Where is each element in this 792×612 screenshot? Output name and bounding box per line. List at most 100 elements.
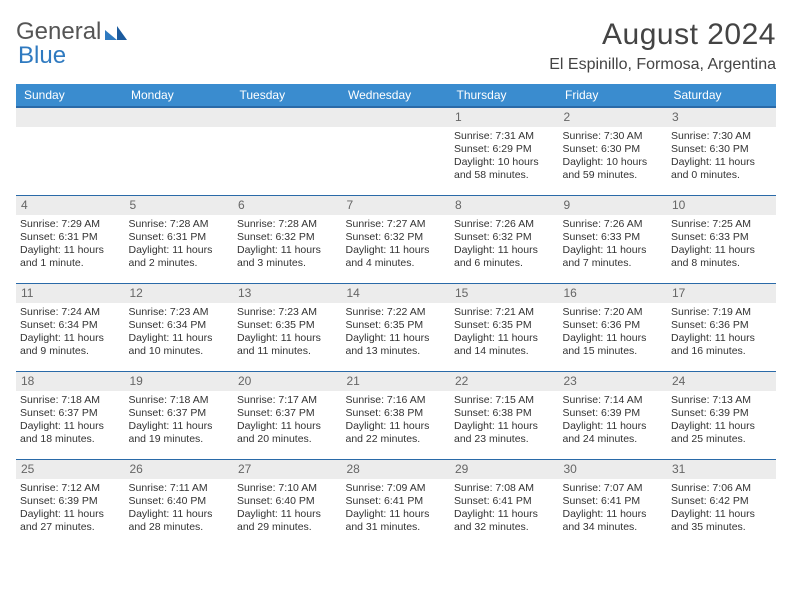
day-number [16, 108, 125, 127]
cell-line: Sunset: 6:39 PM [671, 407, 772, 420]
calendar-cell: 10Sunrise: 7:25 AMSunset: 6:33 PMDayligh… [667, 196, 776, 284]
weekday-header: Thursday [450, 84, 559, 107]
day-number: 18 [16, 372, 125, 391]
cell-line: Sunset: 6:33 PM [671, 231, 772, 244]
cell-line: Sunrise: 7:21 AM [454, 306, 555, 319]
day-number: 6 [233, 196, 342, 215]
cell-line: Sunrise: 7:28 AM [129, 218, 230, 231]
cell-line: Sunrise: 7:11 AM [129, 482, 230, 495]
day-number: 26 [125, 460, 234, 479]
cell-body: Sunrise: 7:31 AMSunset: 6:29 PMDaylight:… [450, 127, 559, 195]
cell-line: Sunset: 6:32 PM [346, 231, 447, 244]
cell-body [125, 127, 234, 195]
calendar-cell: 19Sunrise: 7:18 AMSunset: 6:37 PMDayligh… [125, 372, 234, 460]
calendar-cell: 27Sunrise: 7:10 AMSunset: 6:40 PMDayligh… [233, 460, 342, 548]
calendar-cell: 23Sunrise: 7:14 AMSunset: 6:39 PMDayligh… [559, 372, 668, 460]
day-number [125, 108, 234, 127]
calendar-cell: 26Sunrise: 7:11 AMSunset: 6:40 PMDayligh… [125, 460, 234, 548]
cell-line: Sunset: 6:35 PM [454, 319, 555, 332]
cell-line: Sunrise: 7:28 AM [237, 218, 338, 231]
month-title: August 2024 [549, 18, 776, 52]
day-number: 21 [342, 372, 451, 391]
cell-line: Sunset: 6:35 PM [237, 319, 338, 332]
cell-line: Daylight: 11 hours [129, 332, 230, 345]
day-number: 7 [342, 196, 451, 215]
cell-body: Sunrise: 7:21 AMSunset: 6:35 PMDaylight:… [450, 303, 559, 371]
cell-body: Sunrise: 7:28 AMSunset: 6:32 PMDaylight:… [233, 215, 342, 283]
cell-line: Daylight: 11 hours [129, 420, 230, 433]
day-number: 11 [16, 284, 125, 303]
day-number: 28 [342, 460, 451, 479]
cell-body: Sunrise: 7:23 AMSunset: 6:34 PMDaylight:… [125, 303, 234, 371]
cell-body: Sunrise: 7:26 AMSunset: 6:33 PMDaylight:… [559, 215, 668, 283]
cell-body: Sunrise: 7:27 AMSunset: 6:32 PMDaylight:… [342, 215, 451, 283]
cell-body: Sunrise: 7:09 AMSunset: 6:41 PMDaylight:… [342, 479, 451, 547]
cell-line: and 16 minutes. [671, 345, 772, 358]
cell-line: and 35 minutes. [671, 521, 772, 534]
cell-line: Sunset: 6:34 PM [129, 319, 230, 332]
cell-line: Sunrise: 7:30 AM [563, 130, 664, 143]
calendar-week-row: 1Sunrise: 7:31 AMSunset: 6:29 PMDaylight… [16, 107, 776, 196]
day-number: 9 [559, 196, 668, 215]
cell-line: Daylight: 11 hours [129, 244, 230, 257]
calendar-cell: 13Sunrise: 7:23 AMSunset: 6:35 PMDayligh… [233, 284, 342, 372]
cell-line: Sunrise: 7:08 AM [454, 482, 555, 495]
cell-body: Sunrise: 7:23 AMSunset: 6:35 PMDaylight:… [233, 303, 342, 371]
cell-line: and 22 minutes. [346, 433, 447, 446]
cell-body: Sunrise: 7:11 AMSunset: 6:40 PMDaylight:… [125, 479, 234, 547]
cell-line: Sunset: 6:36 PM [563, 319, 664, 332]
cell-line: Daylight: 11 hours [454, 420, 555, 433]
cell-line: Sunrise: 7:07 AM [563, 482, 664, 495]
cell-line: and 58 minutes. [454, 169, 555, 182]
cell-line: Sunset: 6:37 PM [237, 407, 338, 420]
cell-line: Sunset: 6:42 PM [671, 495, 772, 508]
day-number: 27 [233, 460, 342, 479]
cell-line: Sunset: 6:35 PM [346, 319, 447, 332]
cell-line: and 34 minutes. [563, 521, 664, 534]
cell-line: and 18 minutes. [20, 433, 121, 446]
cell-line: and 14 minutes. [454, 345, 555, 358]
cell-line: Sunrise: 7:10 AM [237, 482, 338, 495]
cell-body: Sunrise: 7:13 AMSunset: 6:39 PMDaylight:… [667, 391, 776, 459]
cell-line: Sunrise: 7:25 AM [671, 218, 772, 231]
calendar-cell: 8Sunrise: 7:26 AMSunset: 6:32 PMDaylight… [450, 196, 559, 284]
day-number: 13 [233, 284, 342, 303]
day-number: 24 [667, 372, 776, 391]
calendar-week-row: 25Sunrise: 7:12 AMSunset: 6:39 PMDayligh… [16, 460, 776, 548]
weekday-row: SundayMondayTuesdayWednesdayThursdayFrid… [16, 84, 776, 107]
cell-line: Daylight: 11 hours [20, 244, 121, 257]
cell-line: Daylight: 11 hours [671, 244, 772, 257]
cell-line: Sunrise: 7:27 AM [346, 218, 447, 231]
cell-line: Sunrise: 7:29 AM [20, 218, 121, 231]
cell-line: and 31 minutes. [346, 521, 447, 534]
calendar-cell: 11Sunrise: 7:24 AMSunset: 6:34 PMDayligh… [16, 284, 125, 372]
calendar-page: General August 2024 El Espinillo, Formos… [0, 0, 792, 557]
cell-line: Sunset: 6:29 PM [454, 143, 555, 156]
cell-line: and 20 minutes. [237, 433, 338, 446]
cell-line: and 4 minutes. [346, 257, 447, 270]
calendar-cell [125, 107, 234, 196]
calendar-cell: 7Sunrise: 7:27 AMSunset: 6:32 PMDaylight… [342, 196, 451, 284]
calendar-cell: 25Sunrise: 7:12 AMSunset: 6:39 PMDayligh… [16, 460, 125, 548]
cell-line: Sunrise: 7:23 AM [129, 306, 230, 319]
day-number: 17 [667, 284, 776, 303]
day-number: 16 [559, 284, 668, 303]
cell-line: Sunrise: 7:14 AM [563, 394, 664, 407]
calendar-cell: 4Sunrise: 7:29 AMSunset: 6:31 PMDaylight… [16, 196, 125, 284]
cell-line: Sunrise: 7:18 AM [20, 394, 121, 407]
cell-line: Sunset: 6:34 PM [20, 319, 121, 332]
cell-line: and 15 minutes. [563, 345, 664, 358]
calendar-cell: 18Sunrise: 7:18 AMSunset: 6:37 PMDayligh… [16, 372, 125, 460]
calendar-cell: 29Sunrise: 7:08 AMSunset: 6:41 PMDayligh… [450, 460, 559, 548]
cell-line: Daylight: 11 hours [563, 332, 664, 345]
cell-body: Sunrise: 7:19 AMSunset: 6:36 PMDaylight:… [667, 303, 776, 371]
cell-line: Sunset: 6:33 PM [563, 231, 664, 244]
calendar-body: 1Sunrise: 7:31 AMSunset: 6:29 PMDaylight… [16, 107, 776, 547]
cell-body: Sunrise: 7:25 AMSunset: 6:33 PMDaylight:… [667, 215, 776, 283]
cell-line: and 8 minutes. [671, 257, 772, 270]
day-number: 19 [125, 372, 234, 391]
calendar-cell: 5Sunrise: 7:28 AMSunset: 6:31 PMDaylight… [125, 196, 234, 284]
cell-line: and 10 minutes. [129, 345, 230, 358]
day-number: 2 [559, 108, 668, 127]
cell-line: Daylight: 11 hours [237, 244, 338, 257]
